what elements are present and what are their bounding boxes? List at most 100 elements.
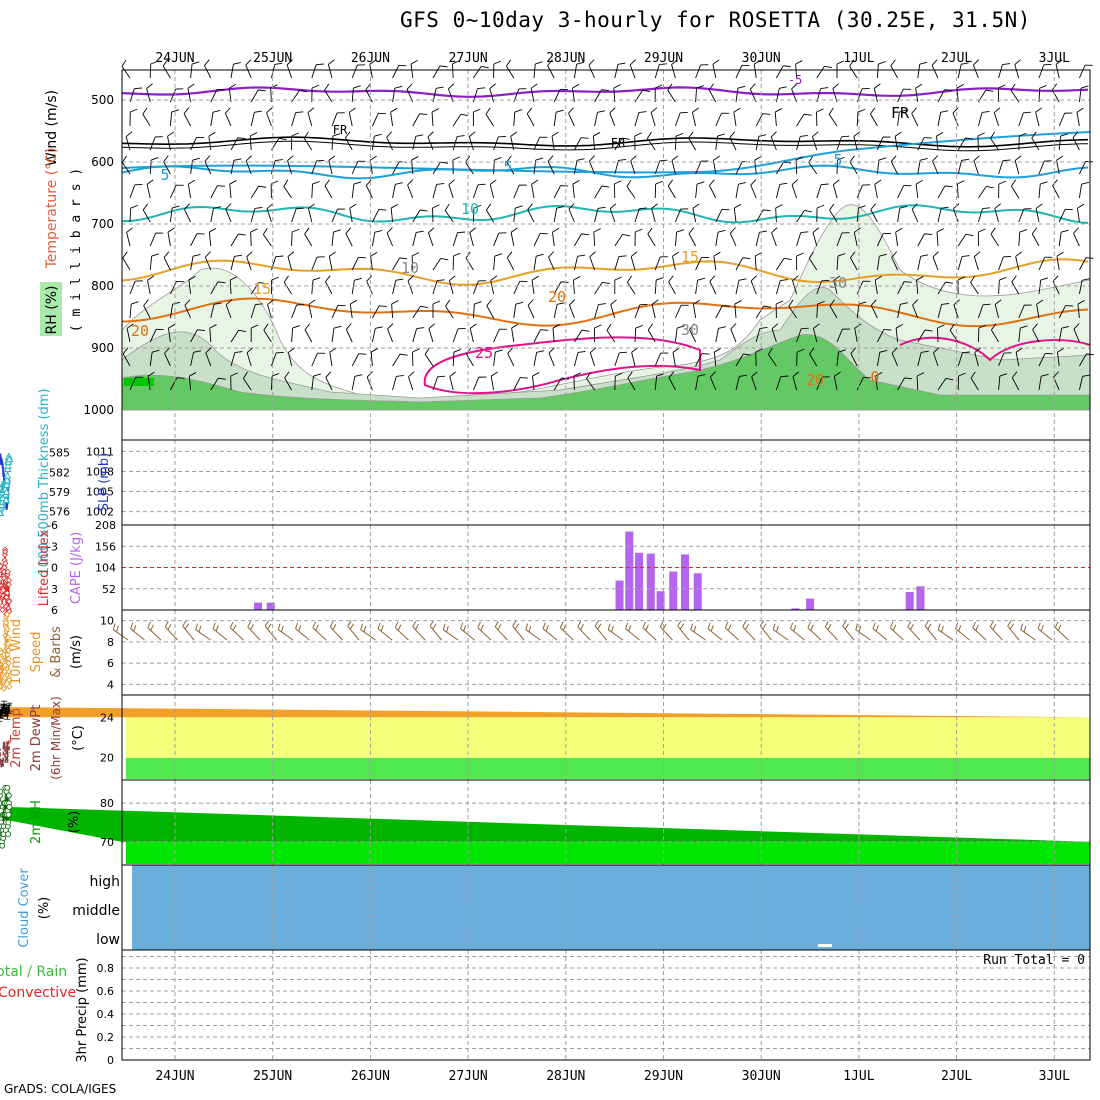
- wind-barb-feather: [642, 89, 651, 92]
- wind-barb-staff: [559, 627, 574, 641]
- wind-barb: [228, 83, 237, 103]
- wind-barb: [307, 203, 315, 223]
- wind-barb-staff: [1037, 628, 1053, 641]
- wind-barb: [634, 207, 647, 223]
- wind-barb: [735, 64, 750, 79]
- wind-barb: [204, 251, 212, 271]
- wind-barb-staff: [994, 208, 1000, 223]
- wind-barb-staff: [412, 626, 426, 641]
- wind-barb: [308, 299, 316, 319]
- wind-barb: [829, 203, 838, 223]
- wind-barb-staff: [1010, 90, 1020, 103]
- wind-barb-staff: [129, 304, 132, 319]
- wind-barb-feather: [989, 621, 994, 628]
- temp-tick: 24: [100, 711, 114, 724]
- wind-barb-staff: [247, 626, 261, 641]
- wind-barb-staff: [250, 208, 256, 223]
- wind-barb-feather: [167, 131, 174, 137]
- wind-barb-feather: [440, 257, 449, 261]
- wind-barb-feather: [469, 131, 476, 137]
- wind-barb: [530, 83, 538, 103]
- wind-barb: [915, 179, 923, 199]
- wind-barb-feather: [870, 107, 876, 115]
- wind-barb: [891, 347, 899, 367]
- wind-barb-staff: [360, 629, 376, 641]
- wind-barb-staff: [245, 64, 252, 79]
- wind-barb-staff: [188, 376, 192, 391]
- wind-barb-feather: [125, 131, 133, 137]
- wind-barb-feather: [317, 256, 325, 258]
- wind-barb-staff: [129, 280, 136, 295]
- wind-barb-feather: [345, 323, 352, 330]
- wind-barb-feather: [672, 251, 679, 257]
- wind-barb-staff: [147, 376, 151, 391]
- wind-barb: [849, 59, 858, 79]
- wind-barb-feather: [763, 305, 772, 308]
- wind-barb-feather: [312, 621, 316, 628]
- wind-barb-feather: [316, 159, 325, 162]
- wind-barb: [876, 232, 891, 247]
- wind-barb-feather: [793, 625, 797, 632]
- wind-barb-feather: [962, 255, 970, 257]
- cape-bar: [635, 552, 644, 610]
- wind-barb: [1078, 64, 1093, 79]
- wind-barb: [412, 209, 428, 223]
- wind-barb-staff: [792, 280, 798, 295]
- wind-barb-feather: [370, 251, 378, 257]
- wind-barb: [531, 179, 539, 199]
- wind-barb: [568, 203, 575, 223]
- wind-barb-staff: [249, 136, 252, 151]
- wind-barb-feather: [147, 621, 151, 628]
- wind-barb-staff: [432, 280, 438, 295]
- temp-minmax-bar: [6, 702, 13, 712]
- wind-barb-feather: [729, 227, 736, 234]
- wind-barb: [874, 275, 882, 295]
- wind-barb: [836, 135, 850, 151]
- wind-barb: [485, 107, 494, 127]
- wind-barb-staff: [432, 65, 441, 79]
- wind-barb-staff: [351, 161, 359, 175]
- wind-barb-feather: [506, 155, 512, 163]
- wind-barb-staff: [753, 64, 757, 79]
- wind-barb-staff: [568, 304, 575, 319]
- wind-barb-feather: [390, 203, 399, 209]
- wind-barb-staff: [365, 89, 373, 103]
- wind-barb-staff: [532, 376, 535, 391]
- wind-barb-staff: [427, 136, 434, 151]
- wind-barb: [1077, 203, 1085, 223]
- wind-barb-feather: [916, 276, 924, 281]
- wind-barb-10m: [907, 621, 921, 641]
- wind-barb-staff: [442, 629, 459, 641]
- date-label-top: 29JUN: [644, 51, 683, 66]
- wind-barb-staff: [486, 209, 494, 223]
- wind-barb: [1055, 59, 1063, 79]
- wind-barb: [917, 254, 929, 271]
- wind-barb: [1010, 83, 1020, 103]
- wind-barb: [1010, 179, 1020, 199]
- wind-barb: [250, 89, 266, 103]
- wind-barb-feather: [759, 326, 768, 329]
- wind-barb-feather: [808, 155, 814, 163]
- wind-barb: [507, 347, 515, 367]
- wind-barb-staff: [791, 184, 798, 199]
- wind-barb-staff: [190, 256, 194, 271]
- wind-barb-staff: [112, 629, 129, 641]
- wind-barb-staff: [530, 88, 535, 103]
- wind-barb-staff: [774, 112, 777, 127]
- date-label-bottom: 2JUL: [941, 1069, 972, 1084]
- wind-barb-feather: [750, 275, 757, 282]
- wind-barb-10m: [312, 621, 327, 641]
- rh-legend-swatch: [40, 282, 62, 336]
- wind-barb-staff: [445, 306, 454, 319]
- wind-barb-staff: [856, 184, 863, 199]
- wind-barb-staff: [331, 305, 339, 319]
- wind-barb-staff: [917, 160, 921, 175]
- wind-barb-feather: [615, 372, 623, 377]
- cape-tick: 156: [95, 540, 116, 553]
- wind-barb-staff: [695, 64, 702, 79]
- wind-barb-staff: [607, 629, 624, 641]
- wind-barb-feather: [288, 347, 295, 353]
- wind-barb-staff: [998, 376, 1001, 391]
- wind-barb-feather: [134, 87, 142, 90]
